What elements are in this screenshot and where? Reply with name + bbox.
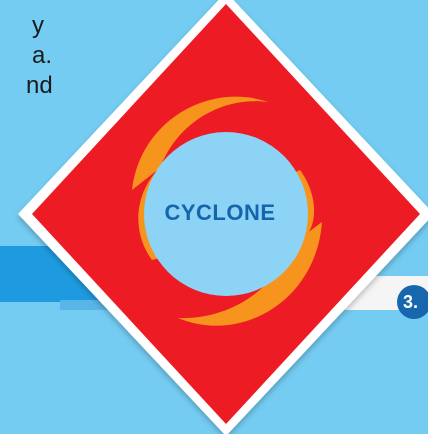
cyclone-icon bbox=[132, 96, 322, 326]
sign-label: CYCLONE bbox=[164, 200, 276, 225]
background-text-line-3: nd bbox=[26, 72, 53, 99]
number-badge: 3. bbox=[397, 285, 428, 319]
background-text-line-2: a. bbox=[32, 42, 53, 69]
cyclone-center-circle bbox=[144, 132, 308, 296]
background-text-line-1: y bbox=[32, 12, 44, 39]
number-badge-text: 3. bbox=[403, 292, 419, 312]
